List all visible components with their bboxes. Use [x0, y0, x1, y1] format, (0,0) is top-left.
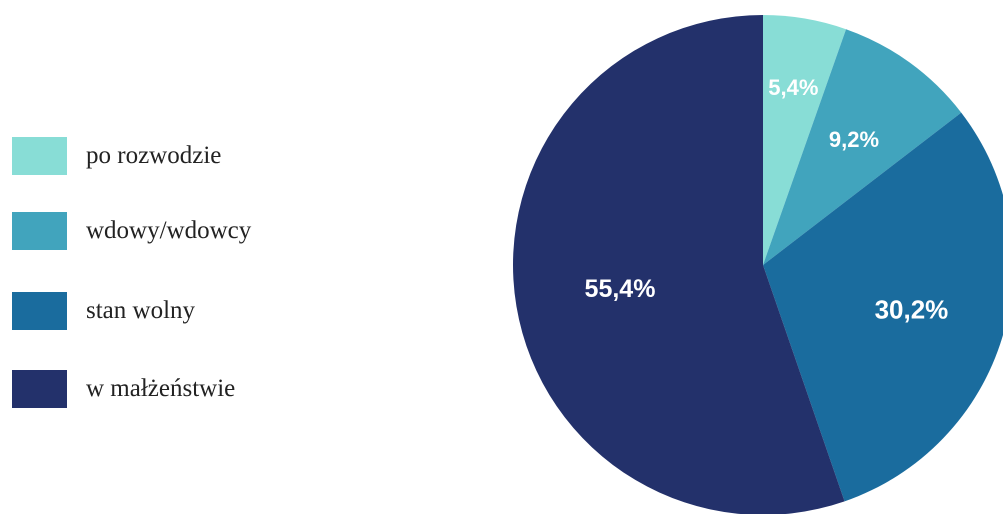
legend-item-wdowy-wdowcy: wdowy/wdowcy — [12, 212, 251, 250]
legend-label: w małżeństwie — [86, 375, 236, 402]
legend-item-stan-wolny: stan wolny — [12, 292, 195, 330]
pie-slice-wdowy-wdowcy — [763, 29, 962, 265]
legend-swatch — [12, 370, 67, 408]
pie-slice-w-malzenstwie — [513, 15, 845, 514]
legend-item-w-malzenstwie: w małżeństwie — [12, 370, 235, 408]
legend-item-po-rozwodzie: po rozwodzie — [12, 137, 221, 175]
legend-label: stan wolny — [86, 297, 196, 324]
pie-slice-po-rozwodzie — [763, 15, 847, 265]
pie-slice-label-wdowy-wdowcy: 9,2% — [829, 127, 879, 152]
pie-slice-label-po-rozwodzie: 5,4% — [768, 75, 818, 100]
pie-slice-label-stan-wolny: 30,2% — [875, 295, 949, 325]
legend-label: po rozwodzie — [86, 142, 222, 169]
legend-label: wdowy/wdowcy — [86, 217, 252, 244]
pie-slice-label-w-malzenstwie: 55,4% — [585, 275, 656, 303]
pie-slice-stan-wolny — [763, 112, 1003, 502]
legend-swatch — [12, 212, 67, 250]
legend-swatch — [12, 292, 67, 330]
legend-swatch — [12, 137, 67, 175]
